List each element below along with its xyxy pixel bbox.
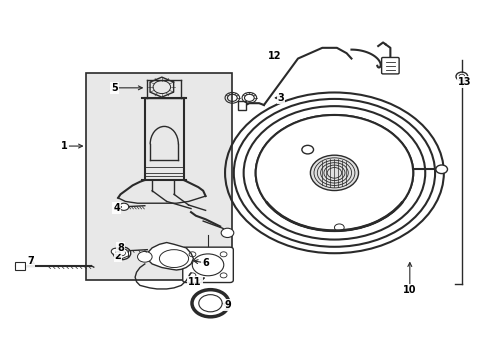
Text: 12: 12 (267, 51, 281, 61)
Text: 11: 11 (188, 277, 201, 287)
FancyBboxPatch shape (183, 247, 233, 283)
Circle shape (137, 251, 152, 262)
Circle shape (221, 228, 233, 238)
Circle shape (435, 165, 447, 174)
Circle shape (119, 203, 128, 210)
Text: 10: 10 (402, 285, 416, 295)
Text: 6: 6 (202, 258, 208, 268)
FancyBboxPatch shape (381, 58, 398, 74)
FancyBboxPatch shape (238, 101, 245, 110)
Circle shape (113, 247, 130, 260)
Text: 7: 7 (27, 256, 34, 266)
Text: 3: 3 (277, 93, 284, 103)
Polygon shape (144, 243, 193, 270)
Circle shape (111, 248, 120, 255)
Circle shape (334, 224, 344, 231)
Text: 13: 13 (457, 77, 470, 87)
Text: 4: 4 (113, 203, 120, 213)
Text: 8: 8 (117, 243, 123, 253)
FancyBboxPatch shape (86, 73, 232, 280)
Text: 2: 2 (115, 251, 121, 261)
Text: 1: 1 (61, 141, 68, 151)
FancyBboxPatch shape (15, 262, 25, 270)
Text: 5: 5 (111, 83, 117, 93)
Circle shape (310, 155, 358, 190)
Circle shape (255, 115, 412, 231)
Text: 9: 9 (224, 300, 230, 310)
